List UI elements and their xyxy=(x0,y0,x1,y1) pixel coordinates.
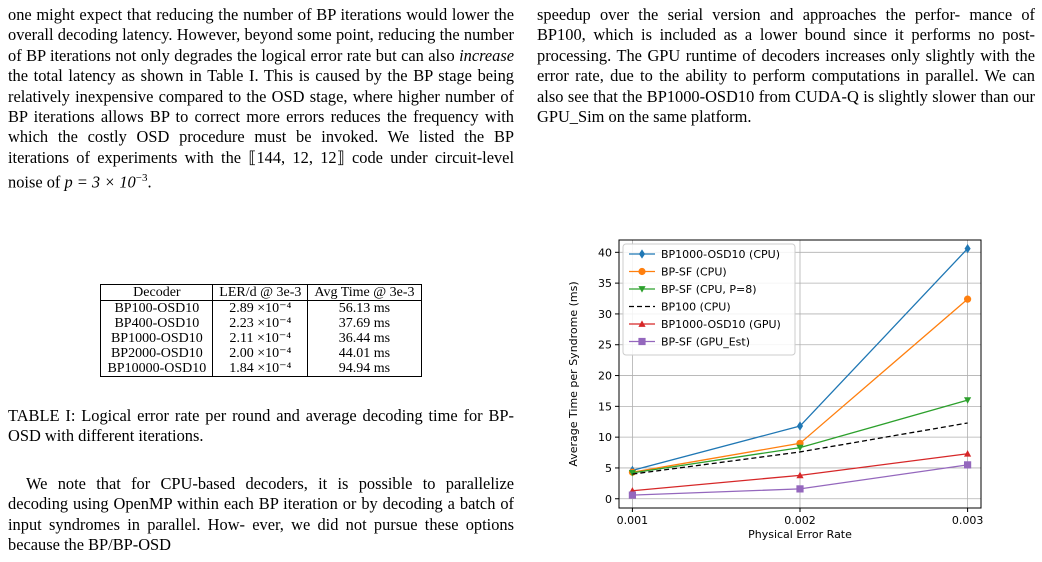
y-axis-label: Average Time per Syndrome (ms) xyxy=(567,281,580,466)
table-cell: 2.23 ×10⁻⁴ xyxy=(212,316,309,331)
series-point xyxy=(796,471,804,479)
series-point xyxy=(963,461,972,469)
table-header-cell: Avg Time @ 3e-3 xyxy=(307,284,422,301)
table-cell: 56.13 ms xyxy=(307,300,422,316)
results-table: Decoder LER/d @ 3e-3 Avg Time @ 3e-3 BP1… xyxy=(100,284,422,377)
table-cell: 37.69 ms xyxy=(307,316,422,331)
series-point xyxy=(963,397,972,404)
table-cell: BP1000-OSD10 xyxy=(100,331,214,346)
table-cell: 1.84 ×10⁻⁴ xyxy=(212,361,309,377)
x-tick-label: 0.001 xyxy=(617,514,649,527)
table-row: BP1000-OSD10 2.11 ×10⁻⁴ 36.44 ms xyxy=(100,331,422,346)
legend-label: BP-SF (GPU_Est) xyxy=(661,336,750,349)
y-tick-label: 0 xyxy=(605,493,612,506)
table-row: BP2000-OSD10 2.00 ×10⁻⁴ 44.01 ms xyxy=(100,346,422,361)
results-table-wrap: Decoder LER/d @ 3e-3 Avg Time @ 3e-3 BP1… xyxy=(8,284,514,377)
legend-label: BP-SF (CPU, P=8) xyxy=(661,283,757,296)
table-cell: 44.01 ms xyxy=(307,346,422,361)
y-tick-label: 30 xyxy=(598,308,612,321)
table-row: BP400-OSD10 2.23 ×10⁻⁴ 37.69 ms xyxy=(100,316,422,331)
y-tick-label: 35 xyxy=(598,277,612,290)
x-tick-label: 0.003 xyxy=(952,514,984,527)
legend-label: BP-SF (CPU) xyxy=(661,266,727,279)
table-caption: TABLE I: Logical error rate per round an… xyxy=(8,406,514,446)
table-cell: 2.00 ×10⁻⁴ xyxy=(212,346,309,361)
table-cell: BP2000-OSD10 xyxy=(100,346,214,361)
table-header-cell: LER/d @ 3e-3 xyxy=(212,284,309,301)
y-tick-label: 40 xyxy=(598,246,612,259)
table-cell: 36.44 ms xyxy=(307,331,422,346)
left-paragraph-1: one might expect that reducing the numbe… xyxy=(8,5,515,192)
table-cell: BP400-OSD10 xyxy=(100,316,214,331)
table-cell: BP10000-OSD10 xyxy=(100,361,214,377)
y-tick-label: 25 xyxy=(598,339,612,352)
x-axis-label: Physical Error Rate xyxy=(748,528,852,541)
x-tick-label: 0.002 xyxy=(784,514,816,527)
y-tick-label: 20 xyxy=(598,370,612,383)
table-cell: 94.94 ms xyxy=(307,361,422,377)
legend-marker xyxy=(638,320,646,327)
right-paragraph-1: speedup over the serial version and appr… xyxy=(537,5,1035,127)
series-point xyxy=(963,450,972,457)
table-cell: 2.89 ×10⁻⁴ xyxy=(212,300,309,316)
series-line xyxy=(632,422,968,475)
left-paragraph-2: We note that for CPU-based decoders, it … xyxy=(8,474,514,555)
runtime-chart: 0 5 10 15 20 25 30 35 40 0.001 0.002 0.003 Physical … xyxy=(567,239,984,541)
series-point xyxy=(796,485,804,493)
series-point xyxy=(796,444,804,452)
y-tick-label: 15 xyxy=(598,400,612,413)
legend-marker xyxy=(638,286,646,293)
legend-label: BP1000-OSD10 (GPU) xyxy=(661,318,781,331)
y-tick-label: 5 xyxy=(605,462,612,475)
legend-marker xyxy=(638,267,646,276)
table-header-cell: Decoder xyxy=(100,284,214,301)
series-point xyxy=(628,470,637,477)
table-header-row: Decoder LER/d @ 3e-3 Avg Time @ 3e-3 xyxy=(100,284,422,301)
table-row: BP100-OSD10 2.89 ×10⁻⁴ 56.13 ms xyxy=(100,300,422,316)
legend-label: BP1000-OSD10 (CPU) xyxy=(661,248,780,261)
series-point xyxy=(628,491,637,499)
table-cell: BP100-OSD10 xyxy=(100,300,214,316)
table-cell: 2.11 ×10⁻⁴ xyxy=(212,331,309,346)
series-point xyxy=(796,421,804,431)
legend-marker xyxy=(638,337,646,346)
series-point xyxy=(963,295,972,303)
table-row: BP10000-OSD10 1.84 ×10⁻⁴ 94.94 ms xyxy=(100,361,422,377)
y-tick-label: 10 xyxy=(598,431,612,444)
legend-label: BP100 (CPU) xyxy=(661,301,731,314)
series-point xyxy=(964,243,971,254)
legend-box xyxy=(622,243,796,356)
